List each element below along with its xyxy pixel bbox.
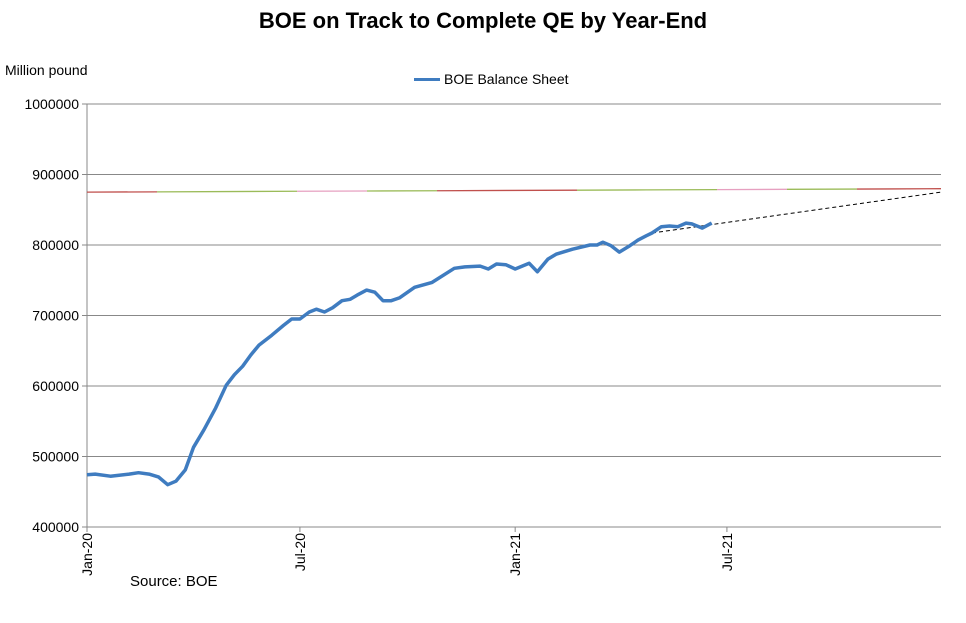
source-annotation: Source: BOE: [130, 573, 218, 590]
y-tick-label: 700000: [32, 308, 79, 324]
x-tick-label: Jul-20: [292, 533, 308, 571]
y-tick-label: 900000: [32, 167, 79, 183]
legend-label: BOE Balance Sheet: [444, 71, 569, 87]
y-tick-label: 500000: [32, 449, 79, 465]
x-tick-label: Jan-21: [507, 533, 523, 576]
legend-swatch: [414, 77, 440, 81]
x-tick-label: Jan-20: [79, 533, 95, 576]
y-tick-label: 600000: [32, 378, 79, 394]
legend: BOE Balance Sheet: [414, 71, 569, 87]
y-tick-label: 400000: [32, 519, 79, 535]
y-axis-label: Million pound: [5, 62, 88, 78]
x-tick-label: Jul-21: [719, 533, 735, 571]
chart-title: BOE on Track to Complete QE by Year-End: [258, 8, 708, 33]
y-tick-label: 1000000: [24, 96, 79, 112]
y-tick-label: 800000: [32, 237, 79, 253]
series-line-balance-sheet: [86, 221, 713, 487]
